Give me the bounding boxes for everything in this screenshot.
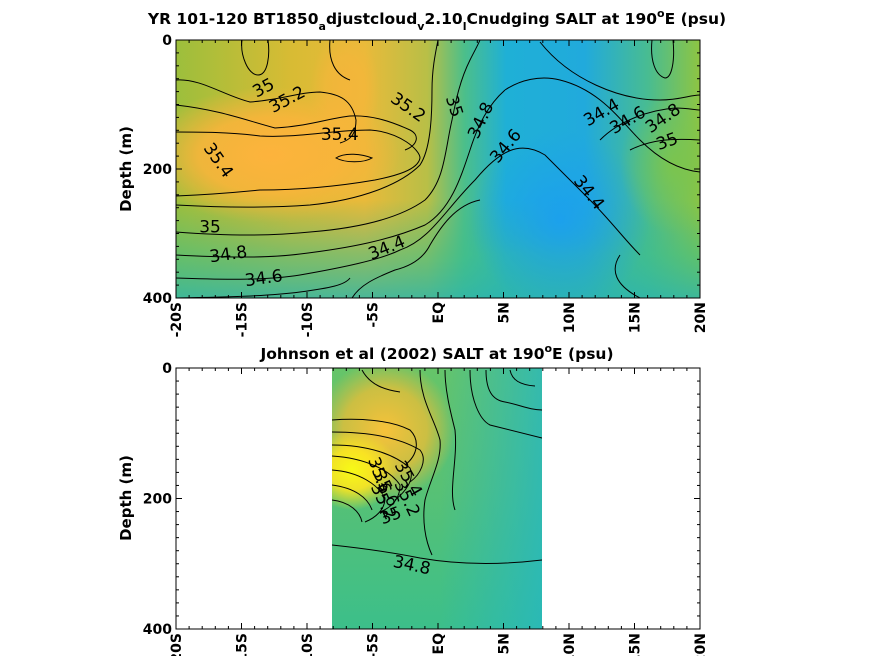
panel-johnson-salinity: Johnson et al (2002) SALT at 190oE (psu)… — [117, 342, 709, 660]
y-tick-label: 0 — [162, 361, 172, 377]
y-tick-label: 200 — [143, 492, 172, 508]
contour-label: 35 — [199, 218, 221, 238]
panel1-x-axis: -20S -15S -10S -5S EQ 5N 10N 15N 20N — [169, 40, 709, 337]
x-tick-label: 20N — [693, 302, 709, 333]
contour-label: 35.4 — [321, 125, 359, 145]
panel-model-salinity: YR 101-120 BT1850adjustcloudv2.10lCnudgi… — [117, 7, 726, 337]
x-tick-label: EQ — [431, 302, 447, 324]
x-tick-label: -15S — [235, 302, 251, 337]
x-tick-label: 20N — [693, 633, 709, 656]
panel2-title: Johnson et al (2002) SALT at 190oE (psu) — [259, 342, 613, 363]
x-tick-label: -5S — [366, 633, 382, 656]
x-tick-label: 10N — [562, 633, 578, 656]
panel1-salinity-field — [176, 40, 700, 298]
x-tick-label: -15S — [235, 633, 251, 656]
x-tick-label: -20S — [169, 302, 185, 337]
x-tick-label: 15N — [628, 633, 644, 656]
y-tick-label: 400 — [143, 622, 172, 638]
x-tick-label: -5S — [366, 302, 382, 328]
y-tick-label: 400 — [143, 291, 172, 307]
panel1-y-axis-label: Depth (m) — [117, 126, 135, 212]
panel2-contour-lines — [332, 369, 542, 565]
panel2-x-axis: -20S -15S -10S -5S EQ 5N 10N 15N 20N — [169, 368, 709, 660]
panel2-salinity-field — [332, 368, 542, 629]
x-tick-label: 5N — [497, 302, 513, 323]
panel1-contour-lines — [176, 40, 700, 298]
panel1-y-axis: 0 200 400 — [143, 33, 700, 307]
x-tick-label: 15N — [628, 302, 644, 333]
y-tick-label: 200 — [143, 162, 172, 178]
panel1-title: YR 101-120 BT1850adjustcloudv2.10lCnudgi… — [147, 7, 726, 33]
x-tick-label: -10S — [300, 633, 316, 656]
x-tick-label: EQ — [431, 633, 447, 655]
y-tick-label: 0 — [162, 33, 172, 49]
x-tick-label: 5N — [497, 633, 513, 654]
x-tick-label: -20S — [169, 633, 185, 656]
x-tick-label: 10N — [562, 302, 578, 333]
panel2-y-axis-label: Depth (m) — [117, 455, 135, 541]
panel2-y-axis: 0 200 400 — [143, 361, 700, 638]
x-tick-label: -10S — [300, 302, 316, 337]
